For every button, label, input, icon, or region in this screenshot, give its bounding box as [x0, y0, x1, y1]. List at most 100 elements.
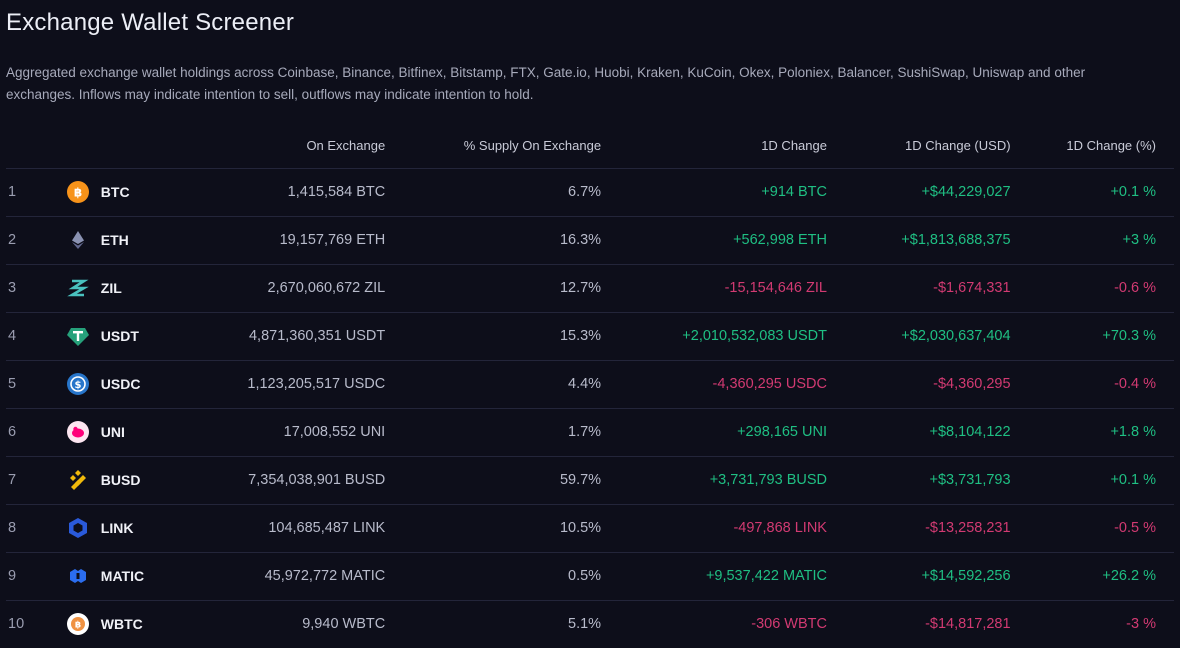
table-row[interactable]: 7 BUSD 7,354,038,901 BUSD 59.7% +3,731,793 B… [6, 456, 1174, 505]
on-exchange-cell: 4,871,360,351 USDT [171, 312, 386, 361]
symbol-cell[interactable]: USDT [100, 312, 172, 361]
change-1d-usd-cell: -$4,360,295 [826, 360, 1011, 409]
coin-icon-cell [54, 408, 101, 457]
rank-cell: 9 [6, 552, 55, 601]
symbol-cell[interactable]: WBTC [100, 616, 143, 633]
change-1d-usd-cell: +$44,229,027 [826, 168, 1011, 217]
coin-icon-cell [54, 456, 101, 505]
change-1d-pct-cell: +1.8 % [1010, 408, 1174, 457]
change-1d-cell: -15,154,646 ZIL [601, 264, 827, 313]
pct-supply-cell: 6.7% [385, 168, 602, 217]
pct-supply-cell: 10.5% [385, 504, 602, 553]
busd-icon [66, 468, 90, 492]
symbol-header [100, 124, 172, 169]
table-row[interactable]: 10 ฿ WBTC 9,940 WBTC 5.1% -306 WBTC -$14,817,2… [6, 600, 1174, 648]
icon-header [54, 124, 101, 169]
change-1d-usd-cell: +$8,104,122 [826, 408, 1011, 457]
change-1d-usd-cell: -$1,674,331 [826, 264, 1011, 313]
change-1d-pct-cell: +0.1 % [1010, 168, 1174, 217]
pct-supply-header[interactable]: % Supply On Exchange [385, 124, 602, 169]
change-1d-pct-cell: -0.4 % [1010, 360, 1174, 409]
wallet-table: On Exchange % Supply On Exchange 1D Chan… [6, 124, 1174, 648]
on-exchange-cell: 1,415,584 BTC [171, 168, 386, 217]
change-1d-pct-cell: -3 % [1126, 616, 1156, 633]
on-exchange-cell: 45,972,772 MATIC [171, 552, 386, 601]
polygon-icon [66, 564, 90, 588]
coin-icon-cell [54, 312, 101, 361]
symbol-cell[interactable]: USDC [100, 360, 172, 409]
pct-supply-cell: 1.7% [385, 408, 602, 457]
change-1d-cell: +914 BTC [601, 168, 827, 217]
coin-icon-cell: ฿ [54, 600, 100, 648]
symbol-cell[interactable]: UNI [100, 408, 172, 457]
change-1d-pct-cell: +0.1 % [1010, 456, 1174, 505]
rank-cell: 1 [6, 168, 55, 217]
change-1d-pct-cell: -0.6 % [1010, 264, 1174, 313]
table-row[interactable]: 9 MATIC 45,972,772 MATIC 0.5% +9,537,422 MAT… [6, 552, 1174, 601]
change-1d-header[interactable]: 1D Change [601, 124, 827, 169]
change-1d-cell: +9,537,422 MATIC [601, 552, 827, 601]
change-1d-cell: +3,731,793 BUSD [601, 456, 827, 505]
coin-icon-cell [54, 216, 101, 265]
rank-cell: 6 [6, 408, 55, 457]
symbol-cell[interactable]: BUSD [100, 456, 172, 505]
table-row[interactable]: 3 ZIL 2,670,060,672 ZIL 12.7% -15,154,646 ZI… [6, 264, 1174, 313]
coin-icon-cell [54, 504, 101, 553]
page-title: Exchange Wallet Screener [6, 9, 295, 36]
ethereum-icon [66, 228, 90, 252]
change-1d-pct-cell: +3 % [1010, 216, 1174, 265]
pct-supply-cell: 12.7% [385, 264, 602, 313]
change-1d-usd-header[interactable]: 1D Change (USD) [826, 124, 1011, 169]
table-row[interactable]: 6 UNI 17,008,552 UNI 1.7% +298,165 UNI +$8,10… [6, 408, 1174, 457]
rank-cell: 8 [6, 504, 55, 553]
page-description: Aggregated exchange wallet holdings acro… [6, 65, 1086, 102]
bitcoin-icon: ฿ [66, 180, 90, 204]
on-exchange-cell: 17,008,552 UNI [171, 408, 386, 457]
pct-supply-cell: 0.5% [385, 552, 602, 601]
svg-text:฿: ฿ [74, 621, 80, 631]
rank-cell: 7 [6, 456, 55, 505]
on-exchange-cell: 1,123,205,517 USDC [171, 360, 386, 409]
on-exchange-cell: 104,685,487 LINK [171, 504, 386, 553]
chainlink-icon [66, 516, 90, 540]
table-row[interactable]: 4 USDT 4,871,360,351 USDT 15.3% +2,010,532,0… [6, 312, 1174, 361]
change-1d-pct-cell: +70.3 % [1010, 312, 1174, 361]
uniswap-icon [66, 420, 90, 444]
change-1d-cell: +562,998 ETH [601, 216, 827, 265]
symbol-cell[interactable]: MATIC [100, 552, 172, 601]
symbol-cell[interactable]: BTC [100, 168, 172, 217]
tether-icon [66, 324, 90, 348]
table-row[interactable]: 2 ETH 19,157,769 ETH 16.3% +562,998 ETH +$1,8… [6, 216, 1174, 265]
change-1d-usd-cell: +$3,731,793 [826, 456, 1011, 505]
change-1d-cell: +2,010,532,083 USDT [601, 312, 827, 361]
symbol-cell[interactable]: LINK [100, 504, 172, 553]
symbol-cell[interactable]: ETH [100, 216, 172, 265]
change-1d-pct-cell: +26.2 % [1010, 552, 1174, 601]
change-1d-usd-cell: +$14,592,256 [826, 552, 1011, 601]
table-row[interactable]: 1 ฿ BTC 1,415,584 BTC 6.7% +914 BTC +$44,229,0… [6, 168, 1174, 217]
on-exchange-cell: 19,157,769 ETH [171, 216, 386, 265]
coin-icon-cell [54, 264, 101, 313]
rank-cell: 3 [6, 264, 55, 313]
svg-text:฿: ฿ [73, 186, 81, 200]
change-1d-usd-cell: -$13,258,231 [826, 504, 1011, 553]
table-row[interactable]: 5 $ USDC 1,123,205,517 USDC 4.4% -4,360,295 U… [6, 360, 1174, 409]
wbtc-icon: ฿ [66, 612, 90, 636]
change-1d-usd-cell: +$1,813,688,375 [826, 216, 1011, 265]
on-exchange-cell: 9,940 WBTC [302, 616, 386, 633]
change-1d-cell: -497,868 LINK [601, 504, 827, 553]
on-exchange-header[interactable]: On Exchange [171, 124, 386, 169]
change-1d-pct-header[interactable]: 1D Change (%) [1010, 124, 1174, 169]
zilliqa-icon [66, 276, 90, 300]
table-header-row: On Exchange % Supply On Exchange 1D Chan… [6, 124, 1174, 169]
change-1d-cell: +298,165 UNI [601, 408, 827, 457]
symbol-cell[interactable]: ZIL [100, 264, 172, 313]
table-row[interactable]: 8 LINK 104,685,487 LINK 10.5% -497,868 LINK -… [6, 504, 1174, 553]
rank-cell: 2 [6, 216, 55, 265]
rank-cell: 5 [6, 360, 55, 409]
rank-cell: 4 [6, 312, 55, 361]
change-1d-cell: -4,360,295 USDC [601, 360, 827, 409]
pct-supply-cell: 15.3% [385, 312, 602, 361]
usdc-icon: $ [66, 372, 90, 396]
